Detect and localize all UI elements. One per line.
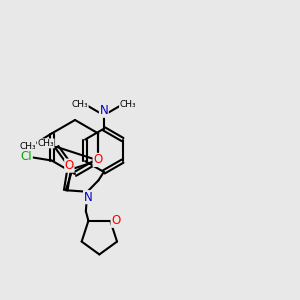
Text: CH₃: CH₃ bbox=[19, 142, 36, 151]
Text: CH₃: CH₃ bbox=[71, 100, 88, 109]
Text: Cl: Cl bbox=[21, 149, 32, 163]
Text: N: N bbox=[84, 190, 92, 204]
Text: O: O bbox=[93, 153, 102, 167]
Text: CH₃: CH₃ bbox=[119, 100, 136, 109]
Text: O: O bbox=[65, 159, 74, 172]
Text: CH₃: CH₃ bbox=[38, 139, 54, 148]
Text: O: O bbox=[111, 214, 120, 227]
Text: N: N bbox=[100, 104, 108, 117]
